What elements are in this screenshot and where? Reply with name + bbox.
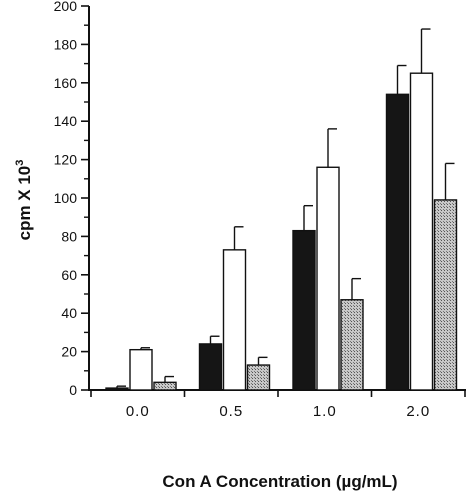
y-tick-label: 100: [54, 190, 78, 206]
x-tick-label: 1.0: [313, 403, 337, 420]
y-axis-title-base: cpm X 10: [15, 166, 34, 241]
y-tick-label: 80: [61, 228, 77, 244]
bar-black-1.0: [292, 229, 316, 391]
bar-hatched-1.0: [340, 299, 364, 391]
x-tick-label: 0.5: [219, 403, 243, 420]
y-axis-title: cpm X 103: [14, 160, 34, 241]
bars: [105, 28, 458, 391]
y-tick-label: 160: [54, 75, 78, 91]
bar-white-0.5: [222, 249, 247, 391]
y-tick-label: 120: [54, 152, 78, 168]
x-tick-label: 0.0: [126, 403, 150, 420]
y-tick-label: 40: [61, 305, 77, 321]
x-axis-title: Con A Concentration (µg/mL): [162, 472, 397, 491]
bar-hatched-0.0: [153, 381, 177, 391]
y-axis-title-exponent: 3: [14, 160, 26, 166]
bar-white-0.0: [129, 348, 153, 391]
bar-hatched-2.0: [433, 199, 458, 391]
y-tick-label: 20: [61, 344, 77, 360]
y-tick-label: 200: [54, 0, 78, 14]
y-tick-label: 60: [61, 267, 77, 283]
bar-black-0.0: [105, 387, 129, 391]
bar-black-2.0: [385, 93, 410, 391]
bar-white-2.0: [409, 72, 434, 391]
y-tick-label: 180: [54, 36, 78, 52]
y-tick-label: 0: [69, 382, 77, 398]
labels: 0 20 40 60 80 100 120 140 160 180 200 0.0 0.5 1.0 2.0: [54, 0, 430, 420]
bar-hatched-0.5: [246, 364, 271, 391]
y-tick-label: 140: [54, 113, 78, 129]
bar-black-0.5: [198, 343, 223, 391]
bar-white-1.0: [316, 166, 340, 391]
x-tick-label: 2.0: [406, 403, 430, 420]
